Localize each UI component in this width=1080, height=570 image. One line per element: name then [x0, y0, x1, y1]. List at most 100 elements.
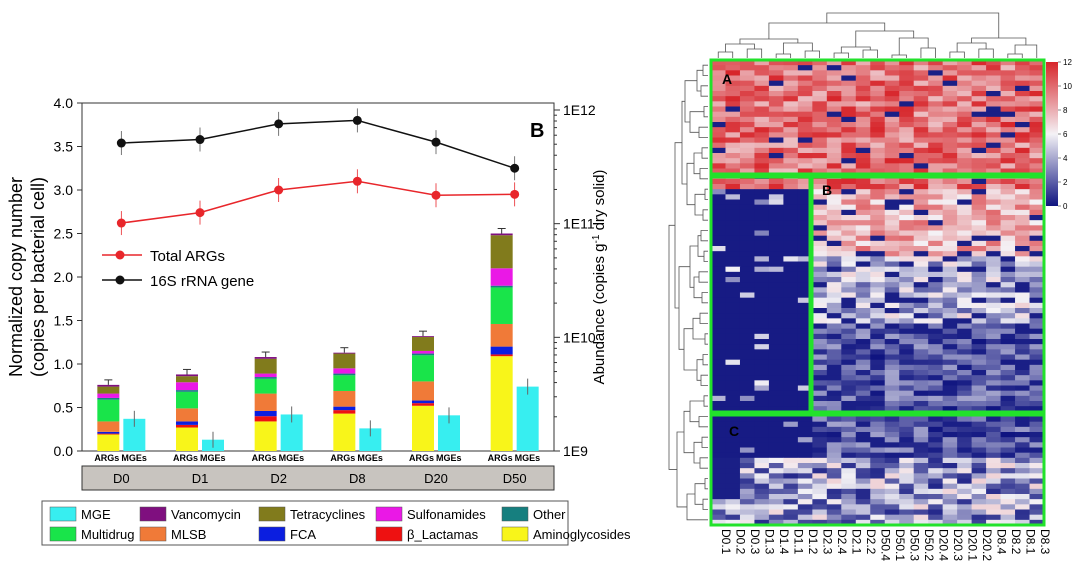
heatmap-cell: [841, 277, 857, 283]
heatmap-cell: [841, 349, 857, 355]
heatmap-cell: [1029, 199, 1045, 206]
heatmap-cell: [855, 302, 871, 309]
heatmap-cell: [928, 292, 944, 299]
heatmap-cell: [928, 308, 944, 314]
heatmap-cell: [1000, 494, 1016, 500]
heatmap-cell: [826, 282, 842, 288]
heatmap-cell: [913, 111, 929, 118]
heatmap-cell: [812, 375, 828, 381]
heatmap-cell: [739, 271, 755, 278]
heatmap-cell: [768, 106, 784, 113]
heatmap-cell: [768, 184, 784, 190]
bar-segment-tetracyclines: [412, 337, 434, 351]
heatmap-cell: [768, 328, 784, 335]
heatmap-cell: [928, 137, 944, 144]
heatmap-cell: [971, 509, 987, 516]
heatmap-cell: [1015, 370, 1030, 376]
heatmap-cell: [812, 380, 828, 386]
heatmap-cell: [768, 313, 784, 319]
heatmap-cell: [870, 147, 886, 154]
heatmap-cell: [754, 328, 770, 335]
dendro-link: [689, 111, 704, 133]
heatmap-cell: [797, 158, 813, 164]
heatmap-cell: [870, 432, 886, 438]
heatmap-cell: [1029, 184, 1045, 190]
heatmap-cell: [783, 494, 799, 500]
heatmap-cell: [928, 313, 944, 319]
bar-segment-vancomycin: [97, 384, 120, 387]
heatmap-cell: [986, 251, 1001, 257]
heatmap-cell: [725, 380, 741, 386]
legend-label-16s: 16S rRNA gene: [150, 273, 254, 290]
heatmap-cell: [768, 266, 784, 273]
heatmap-cell: [1000, 142, 1016, 149]
heatmap-cell: [812, 416, 828, 423]
heatmap-cell: [942, 137, 958, 144]
heatmap-cell: [739, 178, 755, 185]
dendro-link: [693, 441, 702, 464]
heatmap-cell: [1000, 266, 1016, 273]
heatmap-cell: [870, 323, 886, 330]
heatmap-cell: [783, 344, 799, 350]
heatmap-cell: [913, 390, 929, 397]
legend-label: FCA: [290, 527, 316, 542]
heatmap-cell: [855, 127, 871, 133]
heatmap-cell: [841, 158, 857, 164]
heatmap-cell: [783, 426, 799, 433]
heatmap-cell: [1015, 91, 1030, 97]
heatmap-cell: [971, 261, 987, 268]
heatmap-cell: [826, 395, 842, 402]
bar-segment-lactamas: [412, 403, 434, 406]
heatmap-cell: [971, 101, 987, 107]
heatmap-cell: [812, 333, 828, 340]
dendro-link: [699, 312, 708, 324]
heatmap-cell: [783, 385, 799, 392]
heatmap-cell: [754, 416, 770, 423]
heatmap-cell: [768, 261, 784, 268]
heatmap-cell: [884, 240, 900, 247]
series-point: [274, 119, 284, 129]
heatmap-cell: [884, 91, 900, 97]
left-axis-title-line2: (copies per bacterial cell): [28, 177, 48, 377]
heatmap-cell: [870, 499, 886, 505]
heatmap-cell: [957, 189, 973, 195]
heatmap-cell: [783, 282, 799, 288]
heatmap-cell: [768, 168, 784, 175]
heatmap-cell: [783, 199, 799, 206]
heatmap-cell: [1000, 468, 1016, 474]
heatmap-cell: [957, 246, 973, 252]
heatmap-cell: [797, 318, 813, 324]
heatmap-cell: [1015, 251, 1030, 257]
heatmap-cell: [826, 323, 842, 330]
heatmap-cell: [812, 442, 828, 448]
heatmap-cell: [899, 266, 915, 273]
heatmap-cell: [826, 385, 842, 392]
dendro-link: [703, 106, 708, 118]
heatmap-cell: [797, 519, 813, 526]
heatmap-cell: [986, 354, 1001, 361]
heatmap-cell: [957, 91, 973, 97]
heatmap-cell: [913, 297, 929, 304]
heatmap-cell: [855, 452, 871, 459]
heatmap-cell: [986, 96, 1001, 102]
heatmap-cell: [971, 395, 987, 402]
heatmap-cell: [870, 137, 886, 144]
heatmap-cell: [957, 333, 973, 340]
heatmap-cell: [725, 287, 741, 293]
heatmap-cell: [1029, 194, 1045, 200]
heatmap-cell: [783, 519, 799, 526]
heatmap-cell: [1015, 292, 1030, 299]
heatmap-cell: [913, 153, 929, 159]
bar-segment-aminoglycosides: [254, 421, 277, 451]
heatmap-cell: [812, 189, 828, 195]
heatmap-cell: [971, 514, 987, 521]
heatmap-cell: [971, 178, 987, 185]
heatmap-cell: [841, 235, 857, 242]
heatmap-cell: [768, 246, 784, 252]
heatmap-cell: [855, 199, 871, 206]
heatmap-cell: [754, 395, 770, 402]
heatmap-cell: [971, 406, 987, 412]
heatmap-cell: [971, 504, 987, 510]
heatmap-cell: [957, 437, 973, 443]
heatmap-cell: [768, 271, 784, 278]
